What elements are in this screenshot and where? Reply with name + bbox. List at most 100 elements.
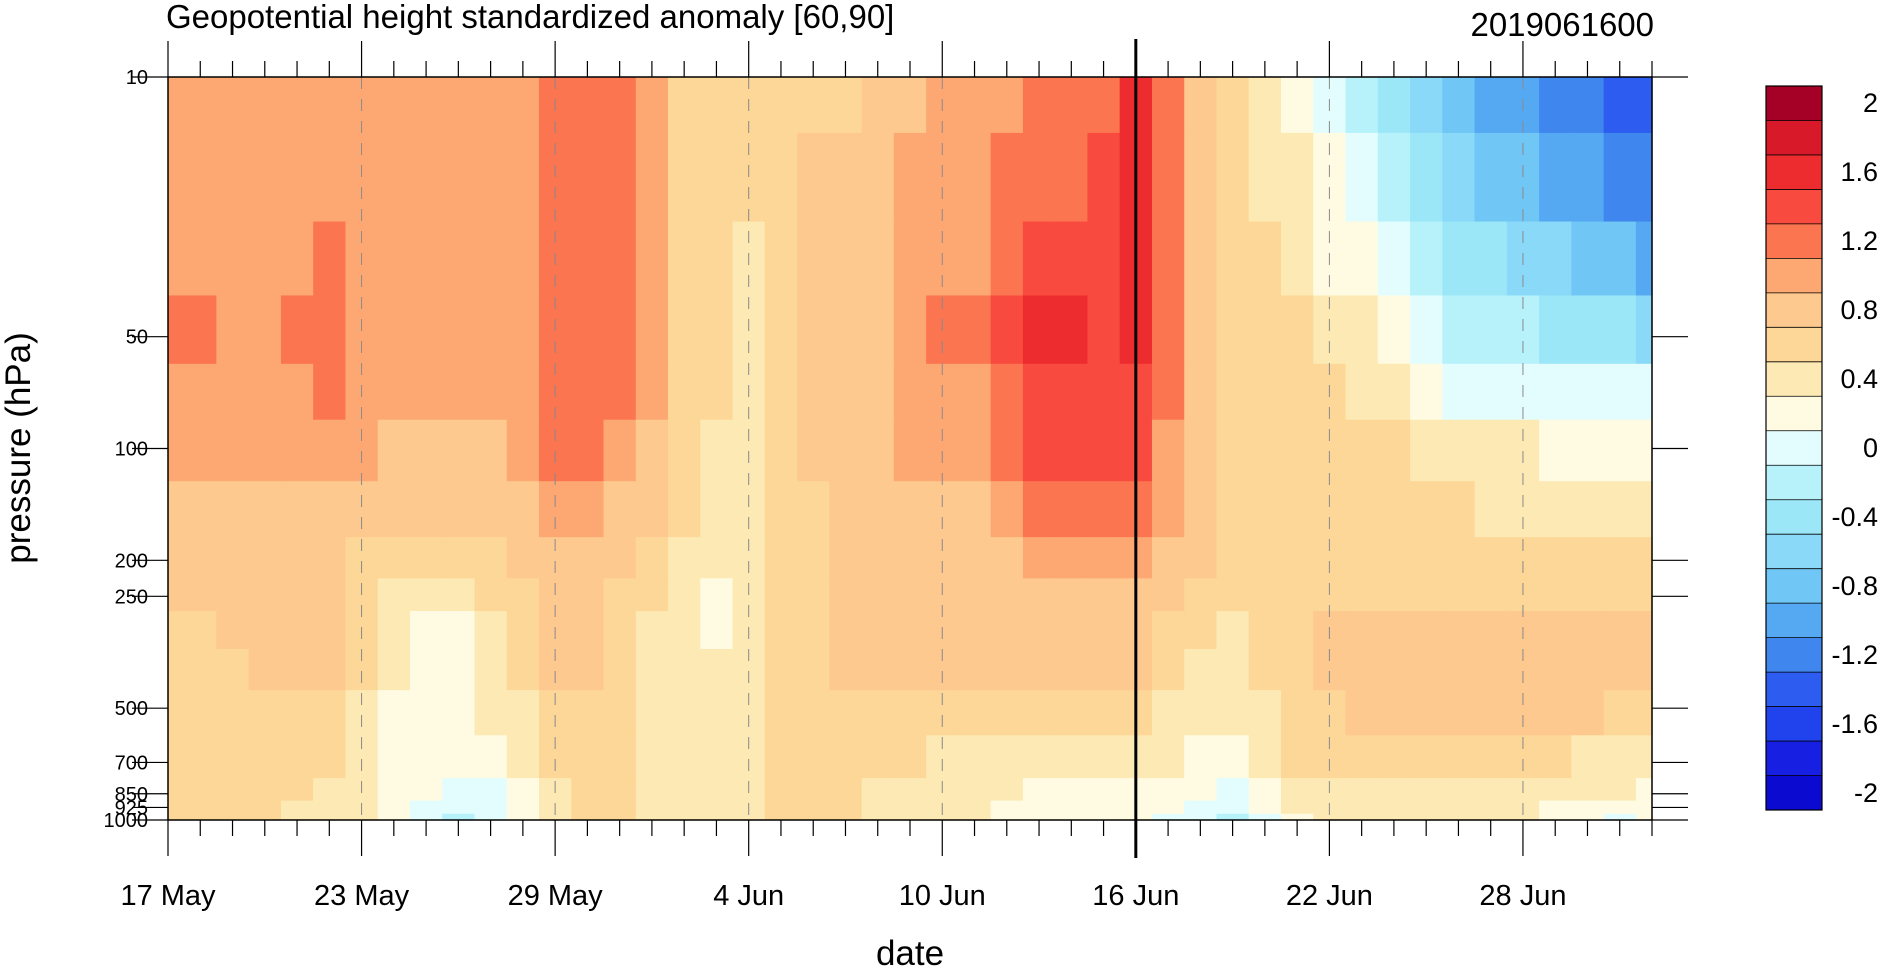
contour-cell bbox=[1377, 578, 1411, 612]
contour-cell bbox=[280, 132, 314, 223]
contour-cell bbox=[280, 648, 314, 691]
contour-cell bbox=[893, 578, 927, 612]
colorbar-swatch bbox=[1766, 499, 1822, 535]
contour-cell bbox=[248, 295, 282, 365]
contour-cell bbox=[280, 800, 314, 815]
contour-cell bbox=[1281, 813, 1314, 821]
contour-cell bbox=[1216, 813, 1250, 821]
contour-cell bbox=[1345, 578, 1379, 612]
contour-cell bbox=[1603, 813, 1637, 821]
contour-cell bbox=[1635, 690, 1653, 736]
contour-cell bbox=[216, 419, 250, 482]
contour-cell bbox=[1345, 648, 1379, 691]
contour-cell bbox=[1603, 221, 1637, 297]
contour-cell bbox=[571, 778, 605, 802]
contour-cell bbox=[1022, 77, 1056, 134]
contour-cell bbox=[1055, 611, 1089, 650]
contour-cell bbox=[345, 813, 379, 821]
contour-cell bbox=[797, 778, 830, 802]
contour-cell bbox=[409, 690, 443, 736]
contour-cell bbox=[764, 77, 798, 134]
contour-cell bbox=[474, 735, 508, 779]
contour-cell bbox=[474, 363, 508, 421]
contour-cell bbox=[442, 295, 476, 365]
contour-cell bbox=[1216, 481, 1250, 538]
contour-cell bbox=[893, 690, 927, 736]
contour-cell bbox=[1410, 800, 1443, 815]
contour-cell bbox=[1248, 537, 1282, 579]
contour-cell bbox=[1184, 648, 1218, 691]
contour-cell bbox=[700, 735, 734, 779]
contour-cell bbox=[668, 735, 701, 779]
contour-cell bbox=[603, 132, 637, 223]
contour-cell bbox=[797, 481, 830, 538]
contour-cell bbox=[248, 132, 282, 223]
colorbar-label: 0.4 bbox=[1840, 364, 1878, 394]
contour-cell bbox=[958, 481, 992, 538]
contour-cell bbox=[668, 537, 701, 579]
contour-cell bbox=[168, 77, 185, 134]
x-axis-ticks: 17 May 23 May 29 May 4 Jun 10 Jun 16 Jun 22 Ju… bbox=[120, 41, 1653, 912]
contour-cell bbox=[1635, 537, 1653, 579]
contour-cell bbox=[1216, 611, 1250, 650]
contour-cell bbox=[764, 221, 798, 297]
contour-cell bbox=[313, 419, 347, 482]
contour-cell bbox=[603, 481, 637, 538]
contour-cell bbox=[1248, 132, 1282, 223]
contour-cell bbox=[829, 813, 863, 821]
contour-cell bbox=[1281, 611, 1314, 650]
contour-cell bbox=[1022, 537, 1056, 579]
contour-cell bbox=[1345, 800, 1379, 815]
contour-fill-layer bbox=[168, 77, 1653, 821]
contour-cell bbox=[1539, 778, 1572, 802]
contour-cell bbox=[1539, 419, 1572, 482]
contour-cell bbox=[1248, 295, 1282, 365]
contour-cell bbox=[861, 800, 895, 815]
contour-cell bbox=[1151, 481, 1185, 538]
contour-cell bbox=[1184, 735, 1218, 779]
contour-cell bbox=[313, 813, 347, 821]
contour-cell bbox=[474, 578, 508, 612]
contour-cell bbox=[248, 481, 282, 538]
contour-cell bbox=[1571, 648, 1605, 691]
contour-cell bbox=[603, 295, 637, 365]
contour-cell bbox=[1539, 800, 1572, 815]
contour-cell bbox=[1474, 648, 1508, 691]
contour-cell bbox=[442, 481, 476, 538]
contour-cell bbox=[168, 481, 185, 538]
contour-cell bbox=[409, 132, 443, 223]
contour-cell bbox=[248, 813, 282, 821]
contour-cell bbox=[1410, 363, 1443, 421]
contour-cell bbox=[1281, 778, 1314, 802]
colorbar-swatch bbox=[1766, 361, 1822, 397]
contour-cell bbox=[168, 295, 185, 365]
contour-cell bbox=[168, 813, 185, 821]
contour-cell bbox=[1087, 537, 1121, 579]
contour-cell bbox=[280, 363, 314, 421]
contour-cell bbox=[1055, 481, 1089, 538]
contour-cell bbox=[893, 295, 927, 365]
contour-cell bbox=[442, 690, 476, 736]
contour-cell bbox=[409, 778, 443, 802]
contour-cell bbox=[1345, 132, 1379, 223]
contour-cell bbox=[216, 363, 250, 421]
contour-cell bbox=[1087, 648, 1121, 691]
contour-cell bbox=[1474, 363, 1508, 421]
colorbar-frame bbox=[1765, 85, 1823, 811]
contour-cell bbox=[1474, 419, 1508, 482]
contour-cell bbox=[958, 419, 992, 482]
contour-cell bbox=[861, 132, 895, 223]
contour-cell bbox=[797, 537, 830, 579]
colorbar-swatch bbox=[1766, 706, 1822, 742]
contour-cell bbox=[1474, 295, 1508, 365]
contour-cell bbox=[1410, 648, 1443, 691]
contour-cell bbox=[1474, 735, 1508, 779]
contour-cell bbox=[571, 295, 605, 365]
colorbar-swatch bbox=[1766, 465, 1822, 501]
contour-cell bbox=[1635, 611, 1653, 650]
contour-cell bbox=[377, 611, 411, 650]
contour-cell bbox=[506, 778, 540, 802]
contour-cell bbox=[861, 578, 895, 612]
contour-cell bbox=[1216, 363, 1250, 421]
contour-cell bbox=[861, 363, 895, 421]
